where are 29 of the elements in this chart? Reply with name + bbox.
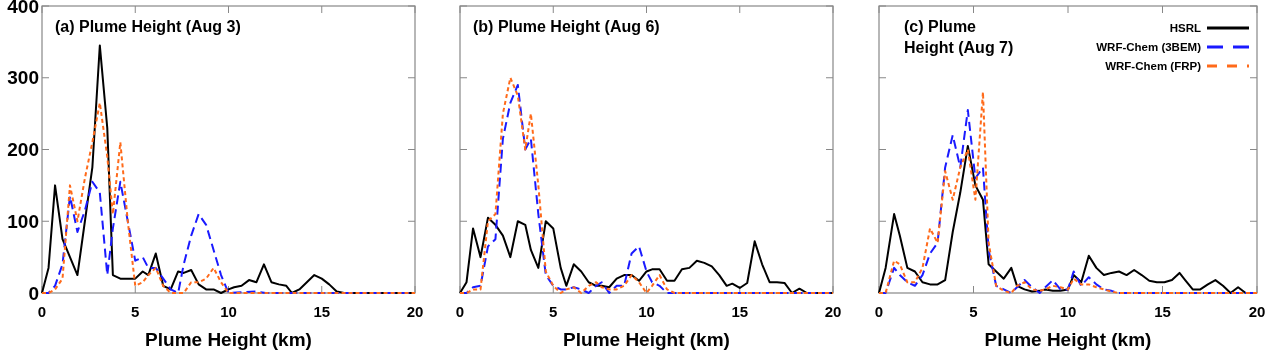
text: (a) Plume Height (Aug 3) (55, 18, 241, 35)
x-tick-label: 10 (1059, 303, 1077, 320)
x-tick-label: 5 (131, 303, 140, 320)
x-tick-label: 15 (1154, 303, 1171, 320)
x-tick-label: 15 (313, 303, 331, 320)
x-tick-label: 0 (874, 303, 884, 320)
y-tick-label: 100 (7, 210, 39, 232)
x-tick-label: 0 (455, 303, 465, 320)
x-axis-title: Plume Height (km) (563, 329, 730, 350)
text: (c) Plume Height (Aug 7) (904, 18, 1014, 56)
x-tick-label: 5 (969, 303, 978, 320)
x-tick-label: 10 (220, 303, 237, 320)
x-tick-label: 10 (638, 303, 655, 320)
y-tick-label: 0 (28, 282, 39, 304)
line-series (41, 101, 416, 294)
x-axis-title: Plume Height (km) (145, 329, 312, 350)
x-tick-label: 20 (824, 303, 842, 320)
y-tick-label: 400 (7, 0, 39, 17)
x-tick-label: 15 (731, 303, 749, 320)
legend-label: WRF-Chem (3BEM) (1096, 41, 1202, 54)
x-axis-title: Plume Height (km) (984, 329, 1152, 350)
y-tick-label: 200 (7, 139, 39, 161)
legend-label: WRF-Chem (FRP) (1105, 60, 1202, 73)
x-tick-label: 20 (1248, 303, 1265, 320)
x-tick-label: 20 (406, 303, 424, 320)
x-tick-label: 5 (549, 303, 558, 320)
y-tick-label: 300 (7, 67, 39, 89)
legend-label: HSRL (1169, 22, 1201, 35)
text: (b) Plume Height (Aug 6) (473, 18, 660, 35)
